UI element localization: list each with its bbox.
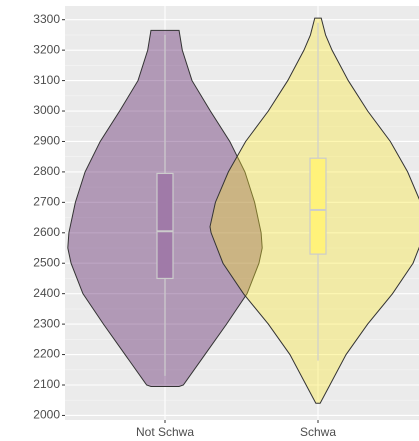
x-tick-label: Schwa (300, 425, 336, 439)
y-tick-label: 3200 (33, 42, 60, 56)
y-tick-label: 3300 (33, 12, 60, 26)
y-tick-label: 2200 (33, 347, 60, 361)
y-tick-label: 3000 (33, 103, 60, 117)
y-tick-label: 2400 (33, 286, 60, 300)
y-tick-label: 2300 (33, 316, 60, 330)
y-tick-label: 2600 (33, 225, 60, 239)
box (156, 172, 174, 280)
y-tick-label: 2800 (33, 164, 60, 178)
axes: 2000 2100 2200 2300 2400 2500 2600 2700 2800 2900… (33, 12, 336, 439)
panel (65, 6, 419, 420)
y-tick-label: 2500 (33, 255, 60, 269)
box (309, 157, 327, 255)
y-tick-label: 2100 (33, 377, 60, 391)
y-tick-label: 2000 (33, 408, 60, 422)
x-tick-label: Not Schwa (136, 425, 194, 439)
y-tick-label: 2900 (33, 134, 60, 148)
marks (67, 17, 419, 404)
y-tick-label: 3100 (33, 73, 60, 87)
y-tick-label: 2700 (33, 195, 60, 209)
